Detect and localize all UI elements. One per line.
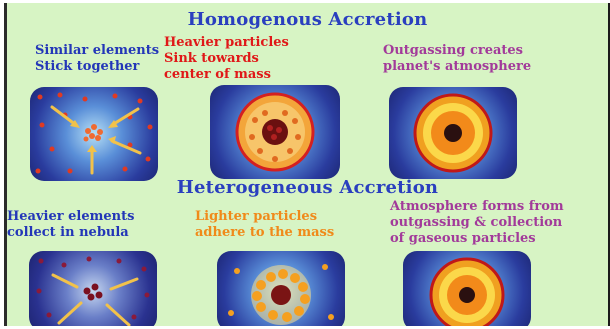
caption-line: Lighter particles bbox=[195, 209, 318, 224]
clumping-svg bbox=[35, 92, 153, 175]
caption-line: Heavier particles bbox=[164, 35, 289, 50]
caption-line: collect in nebula bbox=[7, 225, 129, 240]
heterogeneous-adhesion-illustration bbox=[217, 251, 345, 326]
caption-line: adhere to the mass bbox=[195, 225, 335, 240]
heterogeneous-step3-caption: Atmosphere forms from outgassing & colle… bbox=[390, 199, 564, 247]
homogenous-heading: Homogenous Accretion bbox=[187, 9, 428, 30]
heterogeneous-atmosphere-illustration bbox=[403, 251, 531, 326]
heterogeneous-heading: Heterogeneous Accretion bbox=[176, 177, 439, 198]
adhesion-svg bbox=[228, 264, 334, 325]
caption-line: Atmosphere forms from bbox=[390, 199, 564, 214]
caption-line: Stick together bbox=[35, 59, 140, 74]
homogenous-step3-caption: Outgassing creates planet's atmosphere bbox=[383, 43, 531, 75]
sinking-svg bbox=[235, 92, 315, 172]
outgassing-svg bbox=[413, 93, 493, 173]
caption-line: Sink towards bbox=[164, 51, 259, 66]
homogenous-outgassing-illustration bbox=[389, 87, 517, 179]
caption-line: outgassing & collection bbox=[390, 215, 563, 230]
atmosphere-svg bbox=[429, 257, 505, 326]
heterogeneous-step2-caption: Lighter particles adhere to the mass bbox=[195, 209, 334, 241]
homogenous-step1-caption: Similar elements Stick together bbox=[35, 43, 159, 75]
accretion-diagram: Homogenous Accretion Similar elements St… bbox=[4, 3, 610, 326]
heterogeneous-nebula-illustration bbox=[29, 251, 157, 326]
caption-line: Similar elements bbox=[35, 43, 160, 58]
heterogeneous-step1-caption: Heavier elements collect in nebula bbox=[7, 209, 134, 241]
caption-line: Heavier elements bbox=[7, 209, 135, 224]
homogenous-clumping-illustration bbox=[30, 87, 158, 181]
caption-line: planet's atmosphere bbox=[383, 59, 532, 74]
homogenous-step2-caption: Heavier particles Sink towards center of… bbox=[164, 35, 289, 83]
caption-line: of gaseous particles bbox=[390, 231, 536, 246]
caption-line: center of mass bbox=[164, 67, 271, 82]
caption-line: Outgassing creates bbox=[383, 43, 523, 58]
nebula-svg bbox=[36, 256, 150, 326]
homogenous-sinking-illustration bbox=[210, 85, 340, 179]
